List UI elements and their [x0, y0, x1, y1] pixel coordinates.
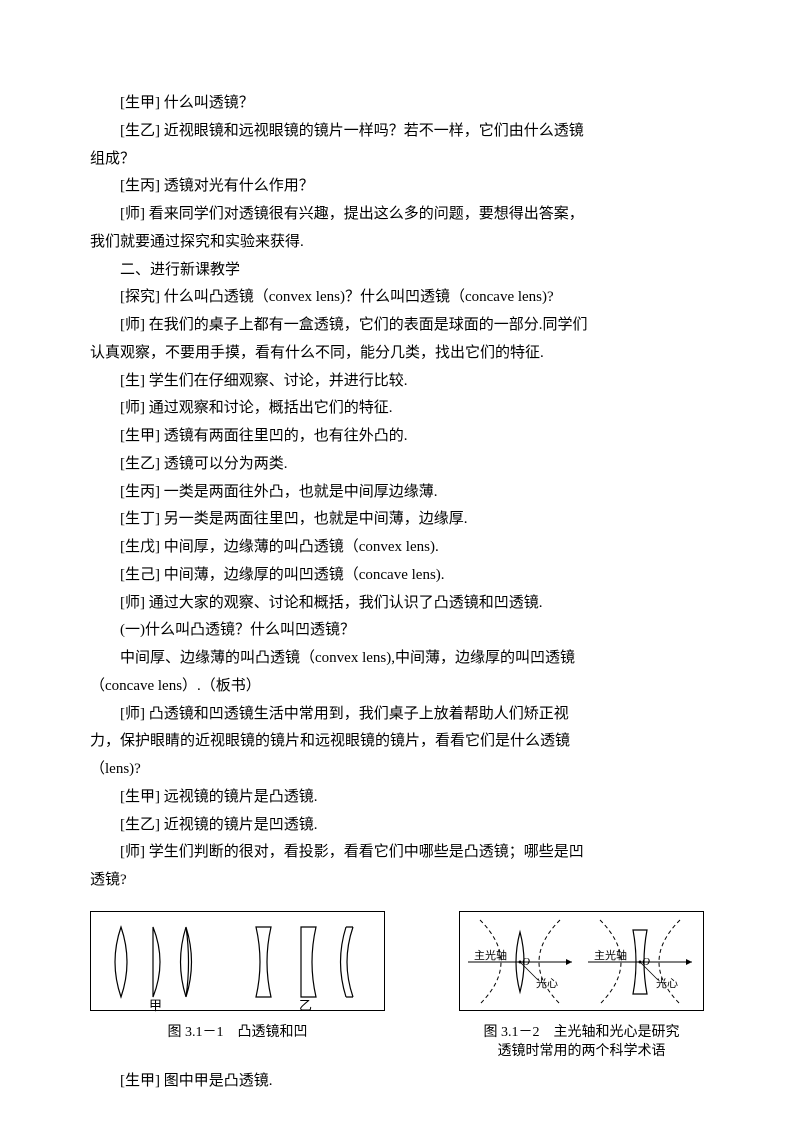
- text-line: [生甲] 远视镜的镜片是凸透镜.: [90, 784, 704, 812]
- text-line: [生丁] 另一类是两面往里凹，也就是中间薄，边缘厚.: [90, 506, 704, 534]
- text-line: [师] 看来同学们对透镜很有兴趣，提出这么多的问题，要想得出答案，: [90, 201, 704, 229]
- figure-2-caption-line2: 透镜时常用的两个科学术语: [484, 1042, 680, 1062]
- text-line: （lens)?: [90, 756, 704, 784]
- document-body: [生甲] 什么叫透镜？ [生乙] 近视眼镜和远视眼镜的镜片一样吗？若不一样，它们…: [90, 90, 704, 1096]
- section-heading: 二、进行新课教学: [90, 257, 704, 285]
- text-line: [生丙] 一类是两面往外凸，也就是中间厚边缘薄.: [90, 479, 704, 507]
- text-line: [探究] 什么叫凸透镜（convex lens)？什么叫凹透镜（concave …: [90, 284, 704, 312]
- figure-1-box: 甲 乙: [90, 911, 385, 1011]
- text-line: 认真观察，不要用手摸，看有什么不同，能分几类，找出它们的特征.: [90, 340, 704, 368]
- o-label-1: O: [522, 952, 530, 972]
- text-line: 力，保护眼睛的近视眼镜的镜片和远视眼镜的镜片，看看它们是什么透镜: [90, 728, 704, 756]
- text-line: [师] 在我们的桌子上都有一盒透镜，它们的表面是球面的一部分.同学们: [90, 312, 704, 340]
- text-line: [师] 学生们判断的很对，看投影，看看它们中哪些是凸透镜；哪些是凹: [90, 839, 704, 867]
- sub-label-yi: 乙: [299, 994, 312, 1018]
- lens-diagram-icon: [91, 912, 386, 1012]
- text-line: 我们就要通过探究和实验来获得.: [90, 229, 704, 257]
- center-label-2: 光心: [656, 974, 678, 994]
- axis-label-1: 主光轴: [474, 946, 507, 966]
- text-line: [生戊] 中间厚，边缘薄的叫凸透镜（convex lens).: [90, 534, 704, 562]
- figure-1-caption: 图 3.1－1 凸透镜和凹: [168, 1023, 308, 1043]
- figure-2-caption-line1: 图 3.1－2 主光轴和光心是研究: [484, 1023, 680, 1043]
- text-line: 组成？: [90, 146, 704, 174]
- text-line: [生甲] 透镜有两面往里凹的，也有往外凸的.: [90, 423, 704, 451]
- text-line: [师] 凸透镜和凹透镜生活中常用到，我们桌子上放着帮助人们矫正视: [90, 701, 704, 729]
- text-line: [生] 学生们在仔细观察、讨论，并进行比较.: [90, 368, 704, 396]
- o-label-2: O: [642, 952, 650, 972]
- text-line: 中间厚、边缘薄的叫凸透镜（convex lens),中间薄，边缘厚的叫凹透镜: [90, 645, 704, 673]
- text-line: [生甲] 图中甲是凸透镜.: [90, 1068, 704, 1096]
- figure-1: 甲 乙 图 3.1－1 凸透镜和凹: [90, 911, 385, 1062]
- text-line: [生乙] 透镜可以分为两类.: [90, 451, 704, 479]
- axis-label-2: 主光轴: [594, 946, 627, 966]
- sub-label-jia: 甲: [149, 994, 162, 1018]
- text-line: [生乙] 近视镜的镜片是凹透镜.: [90, 812, 704, 840]
- figure-2-caption: 图 3.1－2 主光轴和光心是研究 透镜时常用的两个科学术语: [484, 1023, 680, 1062]
- text-line: [师] 通过观察和讨论，概括出它们的特征.: [90, 395, 704, 423]
- center-label-1: 光心: [536, 974, 558, 994]
- text-line: [生乙] 近视眼镜和远视眼镜的镜片一样吗？若不一样，它们由什么透镜: [90, 118, 704, 146]
- text-line: (一)什么叫凸透镜？什么叫凹透镜？: [90, 617, 704, 645]
- text-line: [生己] 中间薄，边缘厚的叫凹透镜（concave lens).: [90, 562, 704, 590]
- text-line: [生甲] 什么叫透镜？: [90, 90, 704, 118]
- figure-2: 主光轴 O 光心 主光轴 O 光心 图 3.1－2 主光轴和光心是研究 透镜时常…: [459, 911, 704, 1062]
- text-line: 透镜?: [90, 867, 704, 895]
- figure-2-box: 主光轴 O 光心 主光轴 O 光心: [459, 911, 704, 1011]
- text-line: [生丙] 透镜对光有什么作用？: [90, 173, 704, 201]
- figures-row: 甲 乙 图 3.1－1 凸透镜和凹: [90, 911, 704, 1062]
- text-line: [师] 通过大家的观察、讨论和概括，我们认识了凸透镜和凹透镜.: [90, 590, 704, 618]
- text-line: （concave lens）.（板书）: [90, 673, 704, 701]
